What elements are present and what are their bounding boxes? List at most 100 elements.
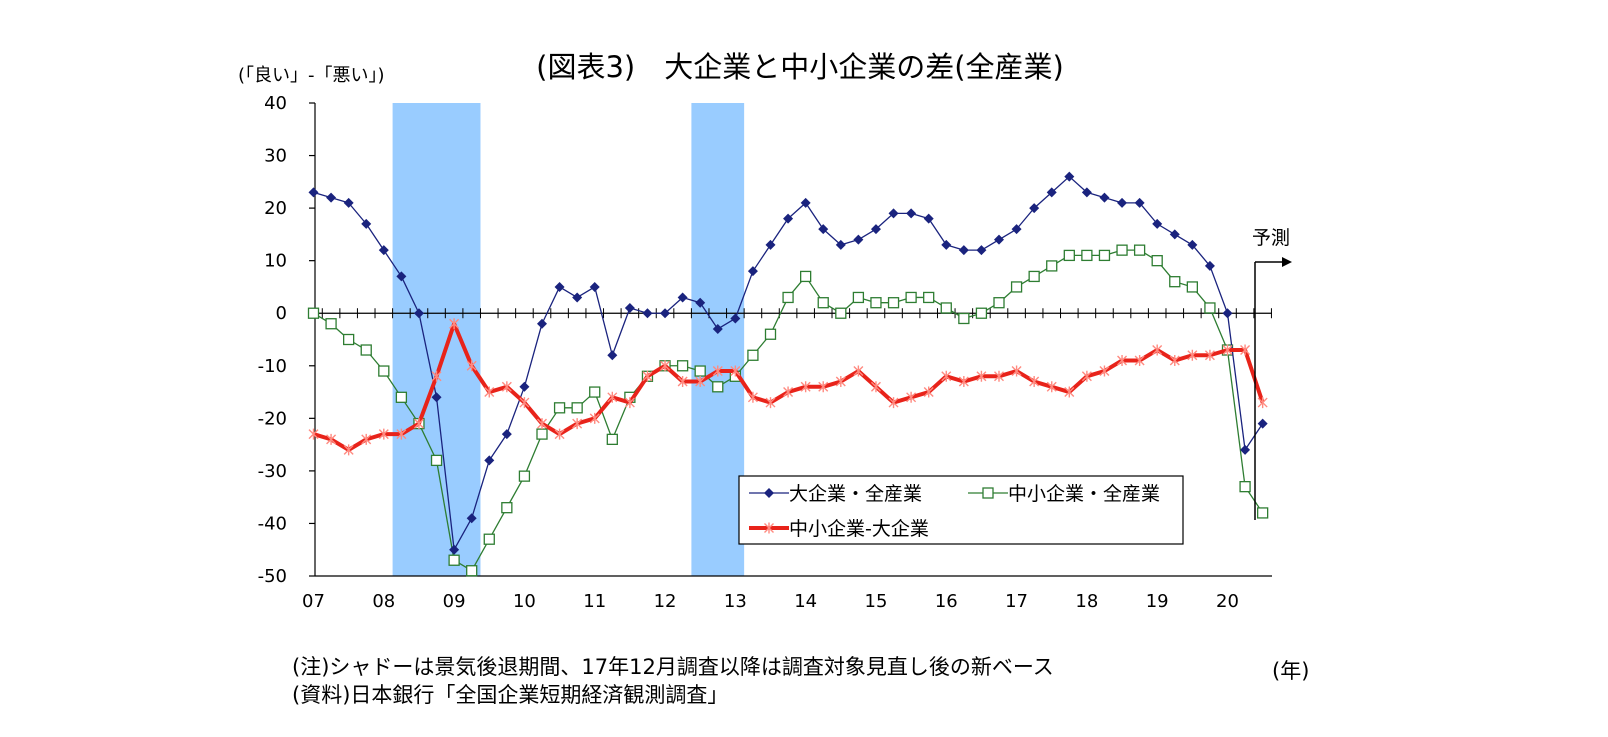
data-point: [870, 224, 881, 235]
data-point: [1046, 260, 1058, 272]
data-point: [396, 428, 407, 440]
forecast-arrow-head: [1282, 257, 1292, 267]
data-point: [642, 308, 653, 319]
data-point: [1046, 381, 1057, 393]
data-point: [572, 418, 583, 430]
recession-shading: [392, 103, 745, 576]
data-point: [800, 270, 812, 283]
x-tick-label: 08: [372, 591, 395, 612]
x-tick-label: 14: [794, 591, 817, 612]
data-point: [483, 533, 495, 545]
data-point: [554, 281, 565, 292]
y-tick-label: 40: [264, 93, 287, 114]
data-point: [906, 391, 917, 403]
data-point: [1081, 370, 1092, 382]
legend-entry-1: 大企業・全産業: [749, 483, 922, 505]
data-point: [607, 391, 618, 403]
data-point: [360, 344, 372, 356]
y-tick-labels: 40 30 20 10 0 -10 -20 -30 -40 -50: [258, 93, 287, 587]
data-point: [853, 365, 864, 377]
x-axis-unit-label: (年): [1272, 659, 1310, 683]
data-point: [1064, 386, 1075, 398]
data-point: [695, 297, 706, 308]
recession-band-1: [392, 103, 481, 576]
x-tick-label: 11: [583, 591, 606, 612]
data-point: [1116, 244, 1128, 256]
data-point: [800, 197, 811, 208]
data-point: [1222, 344, 1233, 356]
data-point: [1257, 418, 1268, 429]
data-point: [1046, 187, 1057, 198]
x-tick-label: 17: [1005, 591, 1028, 612]
data-point: [1063, 249, 1075, 262]
y-tick-label: -40: [258, 513, 287, 534]
data-point: [1169, 229, 1180, 240]
data-point: [449, 318, 460, 330]
data-point: [888, 397, 899, 409]
series-3: [308, 318, 1268, 456]
data-point: [466, 565, 478, 577]
data-point: [677, 376, 688, 388]
data-point: [1098, 249, 1111, 262]
data-point: [747, 266, 758, 277]
data-point: [817, 297, 829, 309]
data-point: [553, 402, 566, 414]
chart-title: (図表3) 大企業と中小企業の差(全産業): [536, 50, 1064, 84]
x-tick-label: 09: [443, 591, 466, 612]
data-point: [624, 397, 635, 409]
data-point: [1187, 349, 1198, 361]
data-point: [1081, 249, 1093, 262]
data-point: [396, 271, 407, 282]
legend-label: 中小企業-大企業: [789, 518, 929, 540]
x-tick-label: 10: [513, 591, 536, 612]
data-point: [1133, 244, 1146, 256]
data-point: [308, 187, 319, 198]
y-tick-label: -30: [258, 461, 287, 482]
data-point: [1064, 171, 1075, 182]
data-point: [870, 381, 881, 393]
data-point: [501, 502, 513, 514]
x-tick-label: 12: [654, 591, 677, 612]
data-point: [1011, 224, 1022, 235]
data-point: [484, 386, 495, 398]
data-point: [501, 429, 512, 440]
data-point: [888, 208, 899, 219]
y-tick-label: 30: [264, 146, 287, 167]
data-point: [730, 365, 741, 377]
series-1: [308, 171, 1268, 555]
data-point: [694, 365, 706, 377]
x-tick-label: 20: [1216, 591, 1239, 612]
data-point: [993, 297, 1005, 309]
x-tick-label: 19: [1146, 591, 1169, 612]
data-point: [484, 455, 495, 466]
data-point: [835, 307, 847, 319]
data-point: [413, 418, 424, 430]
data-point: [982, 487, 994, 499]
data-point: [307, 307, 320, 319]
data-point: [853, 234, 864, 245]
data-point: [537, 418, 547, 430]
data-point: [624, 302, 635, 313]
legend-label: 大企業・全産業: [789, 483, 922, 505]
y-tick-label: 10: [264, 251, 287, 272]
data-point: [1204, 260, 1215, 271]
data-point: [1117, 355, 1128, 367]
data-point: [1151, 255, 1163, 267]
data-point: [1099, 192, 1110, 203]
data-point: [1187, 239, 1198, 250]
data-point: [905, 291, 917, 304]
data-point: [764, 522, 774, 534]
data-point: [712, 323, 723, 334]
data-point: [747, 349, 759, 361]
data-point: [764, 328, 777, 340]
data-point: [536, 428, 548, 440]
chart-source: (資料)日本銀行「全国企業短期経済観測調査」: [292, 683, 729, 707]
data-point: [308, 428, 319, 440]
data-point: [976, 370, 987, 382]
data-point: [923, 213, 934, 224]
data-point: [800, 381, 811, 393]
data-point: [1240, 344, 1251, 356]
data-point: [994, 370, 1004, 382]
data-point: [1186, 281, 1198, 293]
data-point: [660, 308, 671, 319]
